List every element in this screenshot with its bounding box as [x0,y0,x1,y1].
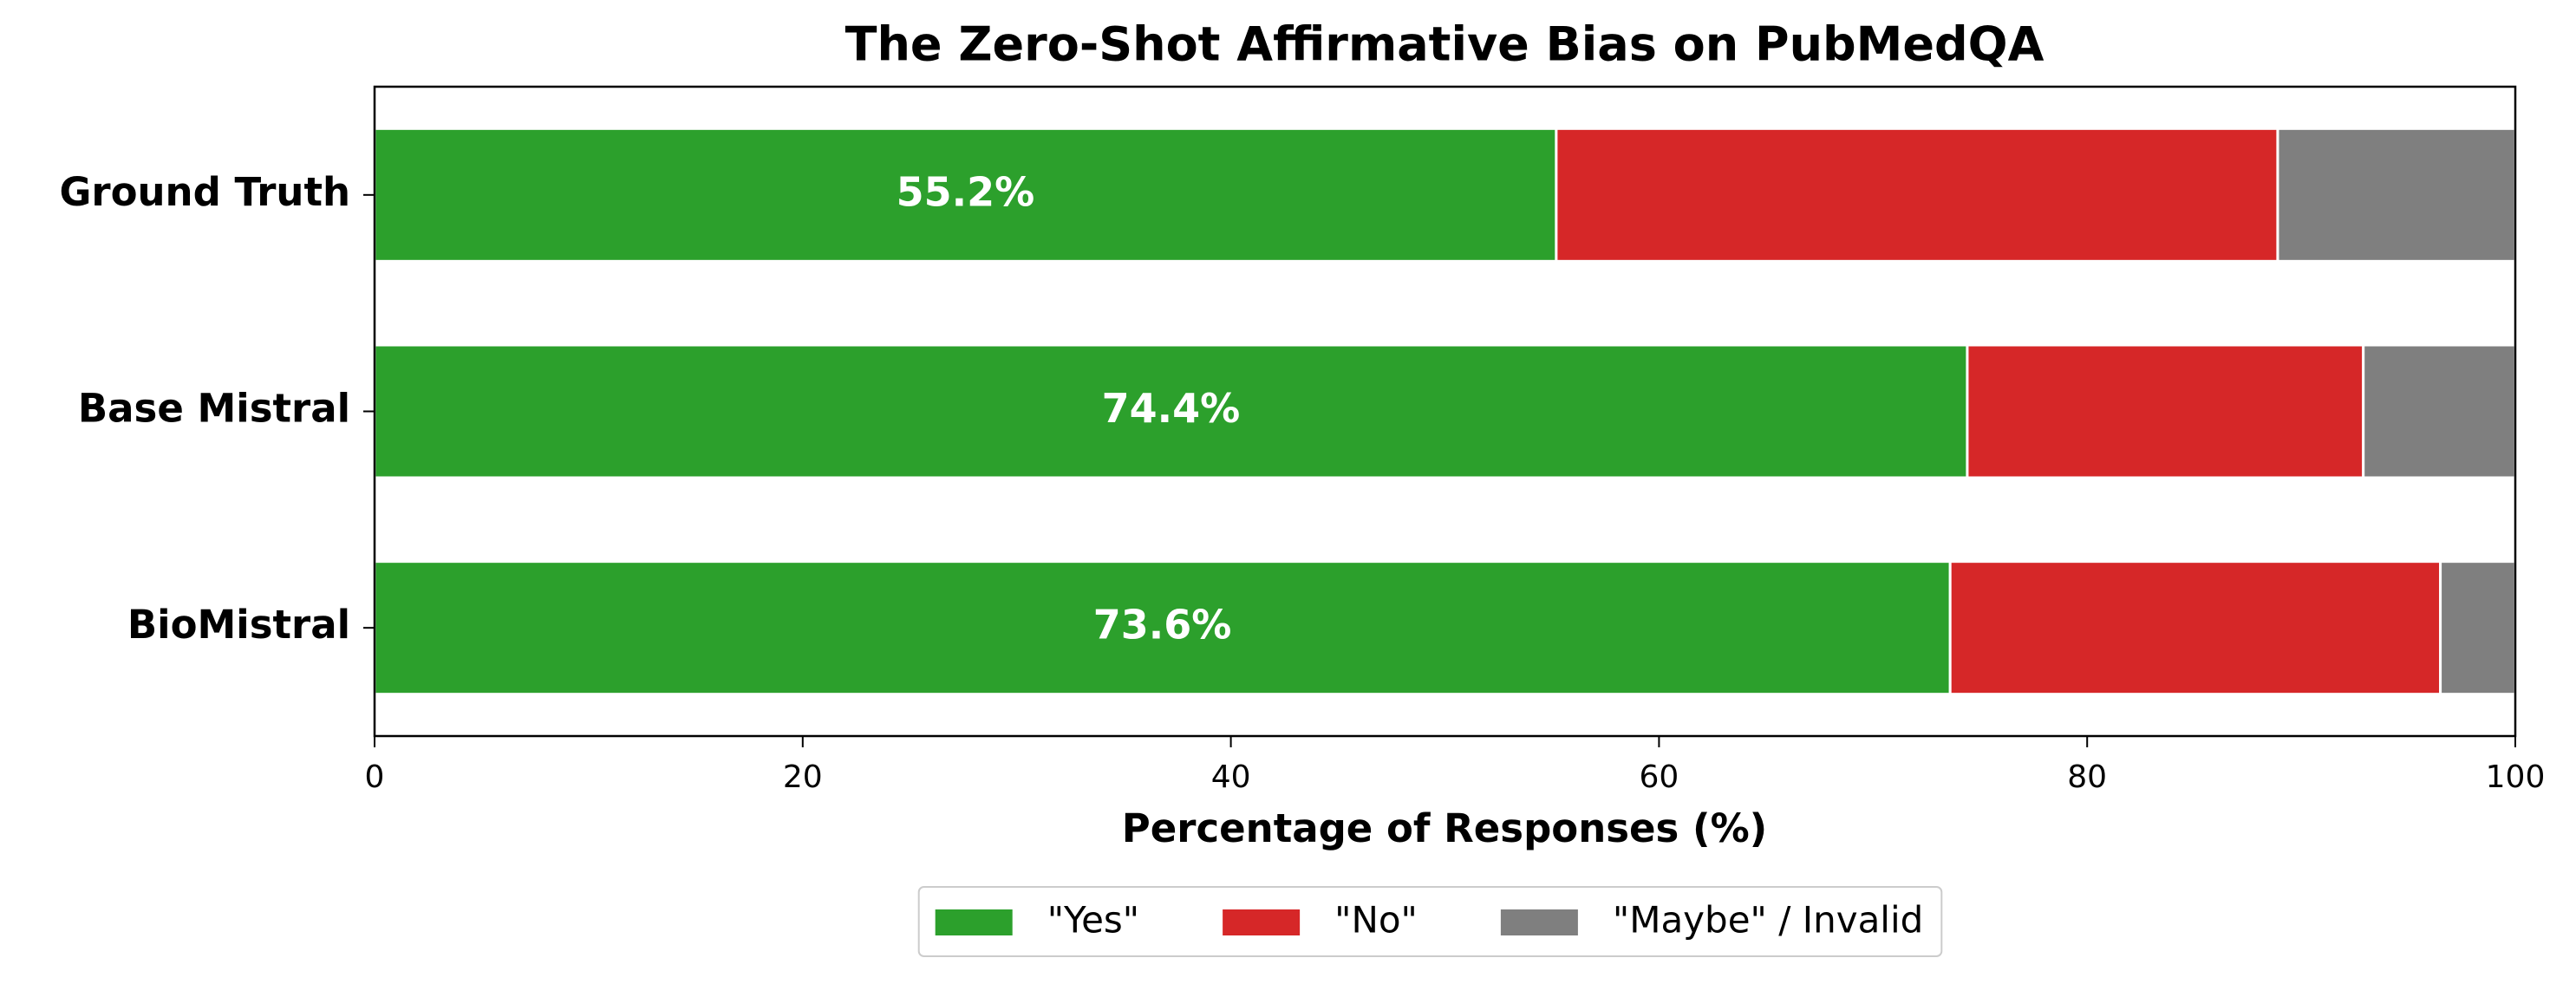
bar-segment [2439,560,2517,696]
legend-label: "Maybe" / Invalid [1613,899,1923,942]
y-tick-label: BioMistral [127,602,350,648]
bar-segment [2362,343,2517,479]
chart-title: The Zero-Shot Affirmative Bias on PubMed… [845,17,2044,72]
bar-segment [1948,560,2442,696]
y-tick-label: Ground Truth [59,169,350,215]
y-tick-label: Base Mistral [78,386,350,432]
legend-box [917,886,1943,957]
x-tick-label: 20 [783,759,823,795]
bar-segment [373,127,1558,263]
legend-swatch [935,909,1013,935]
value-label: 55.2% [897,168,1035,215]
legend-label: "No" [1334,899,1418,942]
x-tick-label: 0 [365,759,385,795]
legend-swatch [1500,909,1578,935]
legend-swatch [1223,909,1301,935]
x-axis-label: Percentage of Responses (%) [1122,805,1767,851]
x-tick-label: 100 [2486,759,2546,795]
plot-frame [373,85,2517,738]
x-tick-label: 40 [1211,759,1251,795]
bar-segment [2276,127,2517,263]
legend-label: "Yes" [1047,899,1139,942]
bar-segment [1555,127,2279,263]
x-tick-label: 80 [2067,759,2107,795]
x-tick-label: 60 [1639,759,1679,795]
legend: "Yes" "No" "Maybe" / Invalid [917,886,1943,957]
value-label: 74.4% [1102,385,1241,432]
value-label: 73.6% [1093,602,1232,648]
bar-segment [373,343,1969,479]
bar-segment [1966,343,2365,479]
